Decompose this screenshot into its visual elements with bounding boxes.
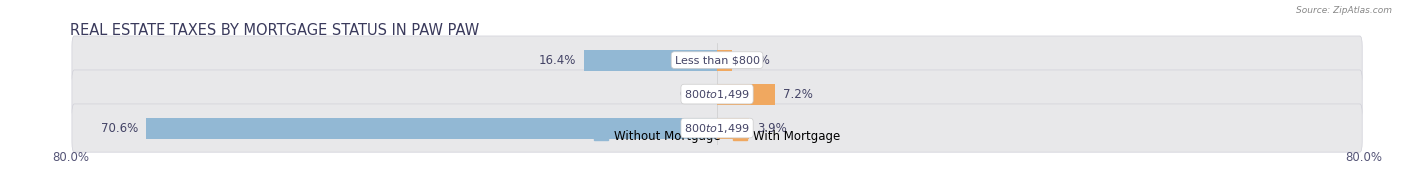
Text: 0.0%: 0.0% bbox=[679, 88, 709, 101]
Bar bbox=[717, 50, 733, 71]
Bar bbox=[585, 50, 717, 71]
Text: 16.4%: 16.4% bbox=[538, 54, 576, 67]
Text: 1.9%: 1.9% bbox=[741, 54, 770, 67]
Legend: Without Mortgage, With Mortgage: Without Mortgage, With Mortgage bbox=[589, 125, 845, 147]
Text: 70.6%: 70.6% bbox=[101, 122, 138, 134]
Text: REAL ESTATE TAXES BY MORTGAGE STATUS IN PAW PAW: REAL ESTATE TAXES BY MORTGAGE STATUS IN … bbox=[70, 23, 479, 38]
FancyBboxPatch shape bbox=[72, 70, 1362, 118]
Bar bbox=[717, 83, 775, 105]
Bar bbox=[717, 118, 748, 139]
Text: $800 to $1,499: $800 to $1,499 bbox=[685, 122, 749, 134]
Bar bbox=[146, 118, 717, 139]
Text: Less than $800: Less than $800 bbox=[675, 55, 759, 65]
Text: 7.2%: 7.2% bbox=[783, 88, 813, 101]
Text: Source: ZipAtlas.com: Source: ZipAtlas.com bbox=[1296, 6, 1392, 15]
Text: 3.9%: 3.9% bbox=[756, 122, 786, 134]
Text: $800 to $1,499: $800 to $1,499 bbox=[685, 88, 749, 101]
FancyBboxPatch shape bbox=[72, 36, 1362, 84]
FancyBboxPatch shape bbox=[72, 104, 1362, 152]
